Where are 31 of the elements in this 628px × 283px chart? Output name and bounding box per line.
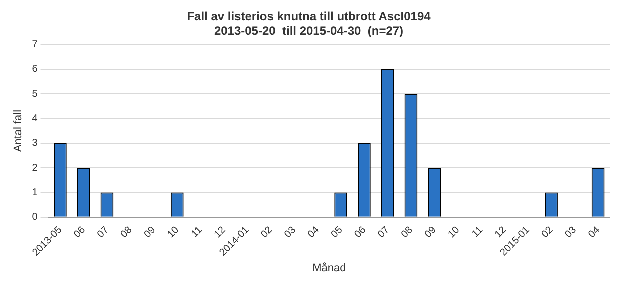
- x-tick-label: 10: [446, 224, 462, 241]
- y-tick-label: 7: [32, 40, 38, 51]
- y-tick-label: 5: [32, 88, 38, 100]
- x-tick-label: 10: [166, 224, 182, 241]
- y-tick-label: 4: [32, 114, 38, 125]
- x-tick-label: 02: [540, 224, 556, 241]
- x-tick-label: 08: [119, 224, 135, 241]
- chart-subtitle: 2013-05-20 till 2015-04-30 (n=27): [214, 24, 404, 38]
- x-tick-label: 07: [376, 224, 392, 241]
- x-tick-label: 03: [563, 224, 580, 241]
- y-tick-label: 2: [32, 162, 38, 174]
- x-tick-label: 09: [423, 224, 439, 241]
- x-tick-label: 02: [259, 224, 276, 241]
- y-axis-title: Antal fall: [12, 110, 25, 152]
- x-tick-label: 04: [586, 224, 603, 241]
- x-tick-label: 06: [72, 224, 88, 241]
- y-tick-label: 3: [32, 138, 38, 150]
- x-tick-label: 11: [190, 224, 206, 240]
- x-axis-title: Månad: [312, 262, 346, 274]
- x-tick-label: 11: [470, 224, 486, 240]
- y-tick-label: 1: [32, 187, 38, 198]
- x-tick-label: 07: [96, 224, 112, 241]
- x-tick-label: 03: [282, 224, 299, 241]
- chart-title: Fall av listerios knutna till utbrott AscI0194: [187, 10, 432, 24]
- x-tick-label: 09: [142, 224, 158, 241]
- x-tick-label: 05: [329, 224, 346, 241]
- y-tick-label: 0: [32, 212, 38, 224]
- x-tick-label: 08: [400, 224, 416, 241]
- x-tick-label: 06: [352, 224, 369, 241]
- y-tick-label: 6: [32, 64, 38, 76]
- x-tick-label: 04: [306, 224, 322, 241]
